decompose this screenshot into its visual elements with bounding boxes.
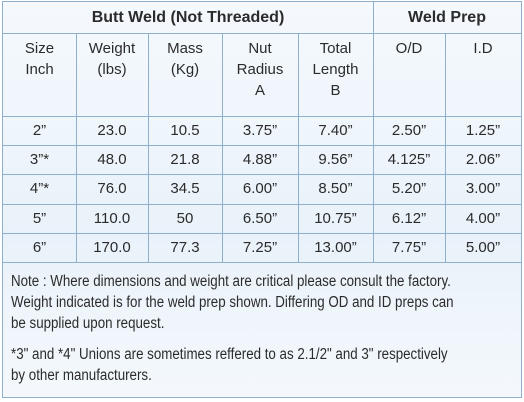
cell: 3”*	[29, 151, 50, 169]
column-header: Size	[24, 40, 55, 57]
group-header: Weld Prep	[408, 9, 486, 26]
cell: 2.50”	[391, 122, 427, 139]
cell: 7.75”	[391, 238, 427, 256]
rule	[76, 34, 77, 262]
cell: 48.0	[97, 151, 127, 169]
cell: 21.8	[170, 151, 200, 169]
cell: 5.20”	[391, 180, 427, 198]
cell: 5”	[32, 209, 47, 227]
rule	[445, 34, 446, 262]
cell: 8.50”	[318, 180, 353, 198]
note-line: Weight indicated is for the weld prep sh…	[11, 294, 454, 311]
cell: 7.25”	[242, 238, 278, 256]
rule	[3, 33, 521, 34]
cell: 3.75”	[242, 122, 278, 139]
cell: 50	[176, 209, 194, 227]
cell: 4.125”	[387, 151, 431, 169]
cell: 34.5	[170, 180, 200, 198]
cell: 2.06”	[465, 151, 501, 169]
column-header: B	[330, 82, 341, 99]
column-header: I.D	[473, 40, 493, 57]
rule	[148, 34, 149, 262]
cell: 6.00”	[242, 180, 278, 198]
cell: 4.00”	[465, 209, 501, 227]
cell: 23.0	[97, 122, 127, 139]
group-header: Butt Weld (Not Threaded)	[91, 9, 285, 26]
cell: 5.00”	[465, 238, 501, 256]
column-header: A	[254, 82, 265, 99]
column-header: Weight	[88, 40, 136, 57]
rule	[3, 116, 521, 117]
rule	[3, 203, 521, 205]
column-header: O/D	[395, 40, 423, 57]
column-header: Mass	[167, 40, 203, 57]
cell: 110.0	[93, 209, 131, 227]
column-header: Nut	[248, 40, 272, 57]
cell: 2”	[32, 122, 47, 139]
cell: 9.56”	[318, 151, 353, 169]
column-header: Total	[319, 40, 352, 57]
note-line: *3" and *4" Unions are sometimes reffere…	[11, 346, 448, 363]
cell: 4”*	[29, 180, 50, 198]
note-line: be supplied upon request.	[11, 315, 165, 332]
cell: 3.00”	[465, 180, 501, 198]
note-line: by other manufacturers.	[11, 367, 152, 384]
column-header: Inch	[25, 61, 54, 78]
cell: 4.88”	[242, 151, 278, 169]
cell: 77.3	[170, 238, 200, 256]
cell: 6”	[32, 238, 47, 256]
cell: 10.75”	[314, 209, 357, 227]
rule	[3, 174, 521, 176]
rule	[3, 262, 521, 263]
rule	[373, 2, 374, 262]
column-header: Radius	[236, 61, 284, 78]
rule	[222, 34, 223, 262]
cell: 10.5	[170, 122, 200, 139]
cell: 170.0	[93, 238, 131, 256]
rule	[298, 34, 299, 262]
cell: 1.25”	[465, 122, 501, 139]
cell: 6.50”	[242, 209, 278, 227]
cell: 6.12”	[391, 209, 427, 227]
cell: 7.40”	[318, 122, 353, 139]
note-line: Note : Where dimensions and weight are c…	[11, 273, 451, 290]
rule	[3, 145, 521, 147]
column-header: (lbs)	[97, 61, 127, 78]
cell: 76.0	[97, 180, 127, 198]
cell: 13.00”	[314, 238, 357, 256]
column-header: Length	[312, 61, 359, 78]
column-header: (Kg)	[170, 61, 200, 78]
rule	[3, 232, 521, 234]
